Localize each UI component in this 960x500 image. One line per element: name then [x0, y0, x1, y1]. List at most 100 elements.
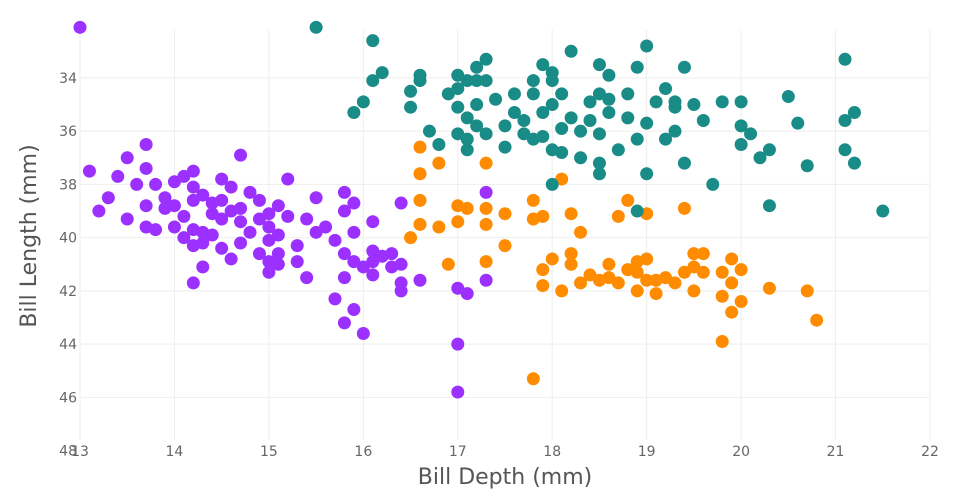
scatter-point — [328, 233, 342, 247]
scatter-point — [838, 143, 852, 157]
scatter-point — [319, 220, 333, 234]
x-tick-label: 19 — [638, 444, 656, 460]
scatter-point — [262, 220, 276, 234]
scatter-point — [451, 68, 465, 82]
scatter-point — [564, 257, 578, 271]
scatter-point — [215, 212, 229, 226]
scatter-point — [734, 95, 748, 109]
scatter-point — [838, 52, 852, 66]
scatter-point — [517, 127, 531, 141]
scatter-point — [734, 119, 748, 133]
scatter-point — [611, 143, 625, 157]
scatter-point — [451, 337, 465, 351]
scatter-point — [290, 239, 304, 253]
scatter-point — [734, 295, 748, 309]
scatter-point — [139, 137, 153, 151]
scatter-point — [574, 151, 588, 165]
scatter-point — [583, 268, 597, 282]
scatter-point — [460, 74, 474, 88]
scatter-point — [328, 292, 342, 306]
scatter-point — [659, 132, 673, 146]
scatter-point — [649, 287, 663, 301]
scatter-point — [592, 156, 606, 170]
scatter-point — [498, 119, 512, 133]
scatter-point — [432, 220, 446, 234]
scatter-point — [252, 193, 266, 207]
scatter-point — [309, 225, 323, 239]
scatter-point — [215, 172, 229, 186]
scatter-point — [507, 87, 521, 101]
scatter-point — [186, 193, 200, 207]
scatter-point — [687, 260, 701, 274]
scatter-point — [300, 271, 314, 285]
x-tick-label: 14 — [166, 444, 184, 460]
scatter-point — [526, 132, 540, 146]
scatter-point — [479, 217, 493, 231]
x-tick-label: 13 — [71, 444, 89, 460]
scatter-point — [120, 151, 134, 165]
scatter-point — [139, 161, 153, 175]
scatter-point — [621, 193, 635, 207]
data-points — [73, 20, 890, 399]
scatter-point — [451, 385, 465, 399]
scatter-point — [479, 74, 493, 88]
scatter-point — [536, 263, 550, 277]
y-tick-label: 38 — [59, 177, 77, 193]
scatter-point — [167, 220, 181, 234]
scatter-point — [366, 74, 380, 88]
scatter-point — [526, 87, 540, 101]
scatter-point — [252, 212, 266, 226]
scatter-point — [470, 74, 484, 88]
scatter-point — [630, 284, 644, 298]
scatter-point — [177, 209, 191, 223]
scatter-point — [640, 273, 654, 287]
scatter-point — [498, 239, 512, 253]
scatter-point — [356, 260, 370, 274]
scatter-point — [337, 204, 351, 218]
scatter-point — [252, 247, 266, 261]
scatter-point — [574, 225, 588, 239]
scatter-point — [810, 313, 824, 327]
scatter-point — [271, 257, 285, 271]
scatter-point — [262, 233, 276, 247]
scatter-point — [517, 114, 531, 128]
scatter-point — [158, 191, 172, 205]
scatter-point — [281, 172, 295, 186]
scatter-point — [640, 116, 654, 130]
scatter-point — [564, 207, 578, 221]
scatter-point — [186, 164, 200, 178]
scatter-point — [271, 228, 285, 242]
scatter-point — [375, 66, 389, 80]
scatter-point — [536, 106, 550, 120]
x-tick-label: 22 — [921, 444, 939, 460]
y-tick-label: 44 — [59, 337, 77, 353]
scatter-point — [356, 95, 370, 109]
scatter-point — [687, 98, 701, 112]
scatter-point — [205, 207, 219, 221]
scatter-point — [621, 111, 635, 125]
scatter-point — [574, 276, 588, 290]
scatter-point — [677, 60, 691, 74]
scatter-point — [592, 167, 606, 181]
scatter-point — [800, 284, 814, 298]
scatter-point — [479, 185, 493, 199]
scatter-point — [583, 114, 597, 128]
scatter-point — [592, 58, 606, 72]
scatter-point — [422, 124, 436, 138]
scatter-point — [602, 68, 616, 82]
scatter-point — [555, 145, 569, 159]
scatter-point — [649, 95, 663, 109]
scatter-point — [460, 111, 474, 125]
scatter-point — [281, 209, 295, 223]
scatter-point — [413, 273, 427, 287]
scatter-point — [640, 252, 654, 266]
scatter-point — [186, 180, 200, 194]
scatter-point — [479, 127, 493, 141]
scatter-point — [413, 68, 427, 82]
scatter-point — [262, 207, 276, 221]
scatter-point — [536, 279, 550, 293]
scatter-point — [300, 212, 314, 226]
scatter-point — [347, 303, 361, 317]
y-axis-ticks: 34 36 38 40 42 44 46 48 — [59, 71, 77, 460]
